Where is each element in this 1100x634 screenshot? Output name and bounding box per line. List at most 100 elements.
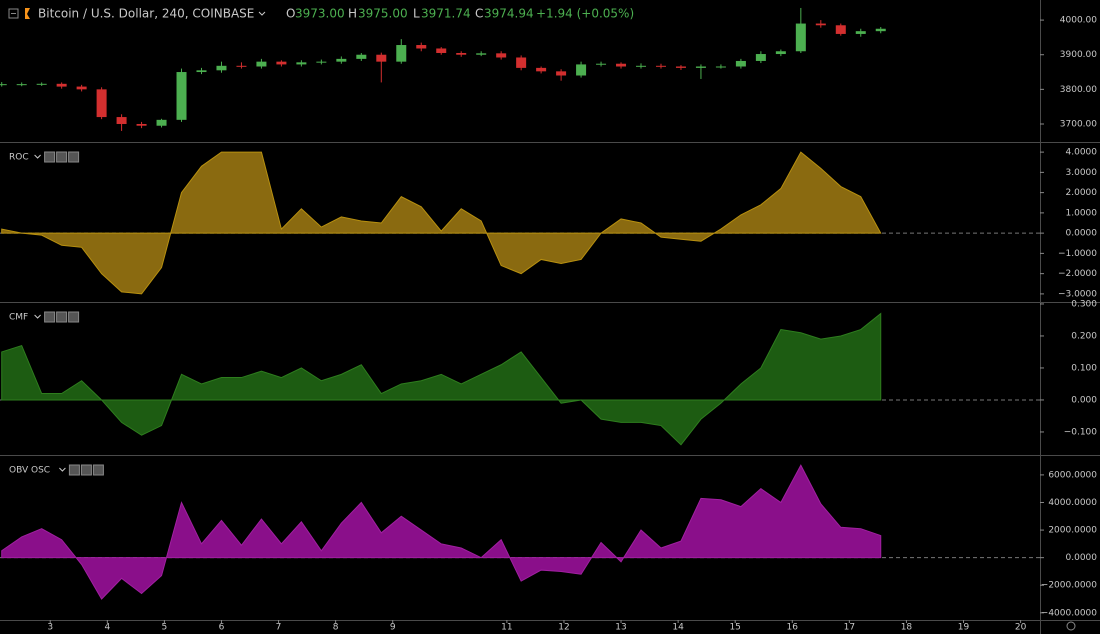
candle-body bbox=[496, 53, 507, 58]
indicator-button bbox=[68, 311, 80, 323]
ohlc-value: 3974.94 bbox=[484, 7, 534, 21]
candle-body bbox=[735, 60, 746, 67]
ohlc-label: C bbox=[475, 7, 483, 21]
candle-body bbox=[116, 117, 127, 124]
indicator-title: CMF bbox=[9, 313, 28, 323]
area bbox=[1, 312, 882, 446]
y-tick-label: −3.0000 bbox=[1058, 289, 1097, 299]
candle-body bbox=[636, 65, 647, 67]
candle-body bbox=[596, 63, 607, 65]
indicator-button bbox=[80, 464, 92, 476]
ohlc-value: 3975.00 bbox=[358, 7, 408, 21]
candle-body bbox=[536, 67, 547, 72]
candle-body bbox=[316, 61, 327, 63]
dropdown-arrow bbox=[59, 467, 66, 472]
candle-body bbox=[815, 23, 826, 26]
x-tick-label: 3 bbox=[47, 623, 53, 633]
y-tick-label: −2.0000 bbox=[1058, 269, 1097, 279]
candle-body bbox=[695, 66, 706, 68]
candle-body bbox=[855, 31, 866, 34]
indicator-button bbox=[68, 464, 80, 476]
y-tick-label: 2000.0000 bbox=[1048, 526, 1097, 536]
symbol-title[interactable]: Bitcoin / U.S. Dollar, 240, COINBASE bbox=[38, 7, 254, 21]
y-tick-label: 0.200 bbox=[1071, 331, 1097, 341]
x-tick-label: 18 bbox=[901, 623, 913, 633]
candle-body bbox=[795, 23, 806, 52]
dropdown-arrow bbox=[34, 154, 41, 159]
x-tick-label: 14 bbox=[672, 623, 684, 633]
candle-body bbox=[96, 89, 107, 118]
candle-body bbox=[835, 25, 846, 34]
y-tick-label: −4000.0000 bbox=[1041, 608, 1097, 618]
y-tick-label: 2.0000 bbox=[1066, 188, 1098, 198]
indicator-title: OBV OSC bbox=[9, 466, 50, 476]
indicator-button bbox=[68, 151, 80, 163]
x-tick-label: 16 bbox=[787, 623, 799, 633]
x-tick-label: 17 bbox=[844, 623, 855, 633]
y-tick-label: 3700.00 bbox=[1060, 119, 1097, 129]
y-tick-label: 1.0000 bbox=[1066, 208, 1098, 218]
dropdown-arrow bbox=[34, 314, 41, 319]
x-tick-label: 9 bbox=[390, 623, 396, 633]
dropdown-arrow[interactable] bbox=[258, 11, 266, 16]
candle-body bbox=[655, 65, 666, 67]
candle-body bbox=[216, 65, 227, 71]
y-tick-label: −1.0000 bbox=[1058, 249, 1097, 259]
candle-body bbox=[176, 72, 187, 120]
ohlc-label: O bbox=[286, 7, 295, 21]
y-tick-label: 3.0000 bbox=[1066, 168, 1098, 178]
candle-body bbox=[416, 45, 427, 49]
indicator-button bbox=[92, 464, 104, 476]
x-tick-label: 6 bbox=[219, 623, 225, 633]
ohlc-value: 3971.74 bbox=[421, 7, 471, 21]
y-tick-label: 4.0000 bbox=[1066, 148, 1098, 158]
candle-body bbox=[616, 63, 627, 67]
candle-body bbox=[556, 71, 567, 76]
symbol-icon bbox=[25, 8, 30, 19]
y-tick-label: 3900.00 bbox=[1060, 50, 1097, 60]
y-tick-label: 3800.00 bbox=[1060, 85, 1097, 95]
y-tick-label: 6000.0000 bbox=[1048, 470, 1097, 480]
candle-body bbox=[675, 66, 686, 68]
candle-body bbox=[396, 45, 407, 62]
ohlc-value: 3973.00 bbox=[295, 7, 345, 21]
candle-body bbox=[436, 48, 447, 53]
y-tick-label: 0.000 bbox=[1071, 395, 1097, 405]
settings-icon[interactable] bbox=[1066, 621, 1076, 631]
candle-body bbox=[715, 66, 726, 68]
x-tick-label: 5 bbox=[162, 623, 168, 633]
candle-body bbox=[356, 54, 367, 59]
x-tick-label: 20 bbox=[1015, 623, 1027, 633]
candle-body bbox=[136, 123, 147, 126]
x-tick-label: 15 bbox=[729, 623, 740, 633]
candle-body bbox=[755, 54, 766, 61]
ohlc-label: L bbox=[413, 7, 420, 21]
x-tick-label: 19 bbox=[958, 623, 970, 633]
candle-body bbox=[0, 84, 7, 86]
indicator-button bbox=[56, 311, 68, 323]
candle-body bbox=[775, 51, 786, 55]
y-tick-label: 0.100 bbox=[1071, 363, 1097, 373]
candle-body bbox=[16, 84, 27, 86]
indicator-button bbox=[56, 151, 68, 163]
candle-body bbox=[516, 57, 527, 68]
candle-body bbox=[336, 58, 347, 62]
x-tick-label: 11 bbox=[501, 623, 512, 633]
candle-body bbox=[576, 64, 587, 76]
candle-body bbox=[196, 70, 207, 73]
area bbox=[1, 464, 882, 600]
y-tick-label: 0.0000 bbox=[1066, 229, 1098, 239]
collapse-icon[interactable] bbox=[8, 8, 19, 19]
y-tick-label: 4000.0000 bbox=[1048, 498, 1097, 508]
candle-body bbox=[875, 28, 886, 32]
candle-body bbox=[276, 61, 287, 65]
indicator-button bbox=[44, 151, 56, 163]
candle-body bbox=[376, 54, 387, 62]
indicator-title: ROC bbox=[9, 153, 29, 163]
change: +1.94 (+0.05%) bbox=[536, 7, 634, 21]
x-tick-label: 4 bbox=[104, 623, 110, 633]
x-tick-label: 8 bbox=[333, 623, 339, 633]
candle-body bbox=[56, 83, 67, 87]
